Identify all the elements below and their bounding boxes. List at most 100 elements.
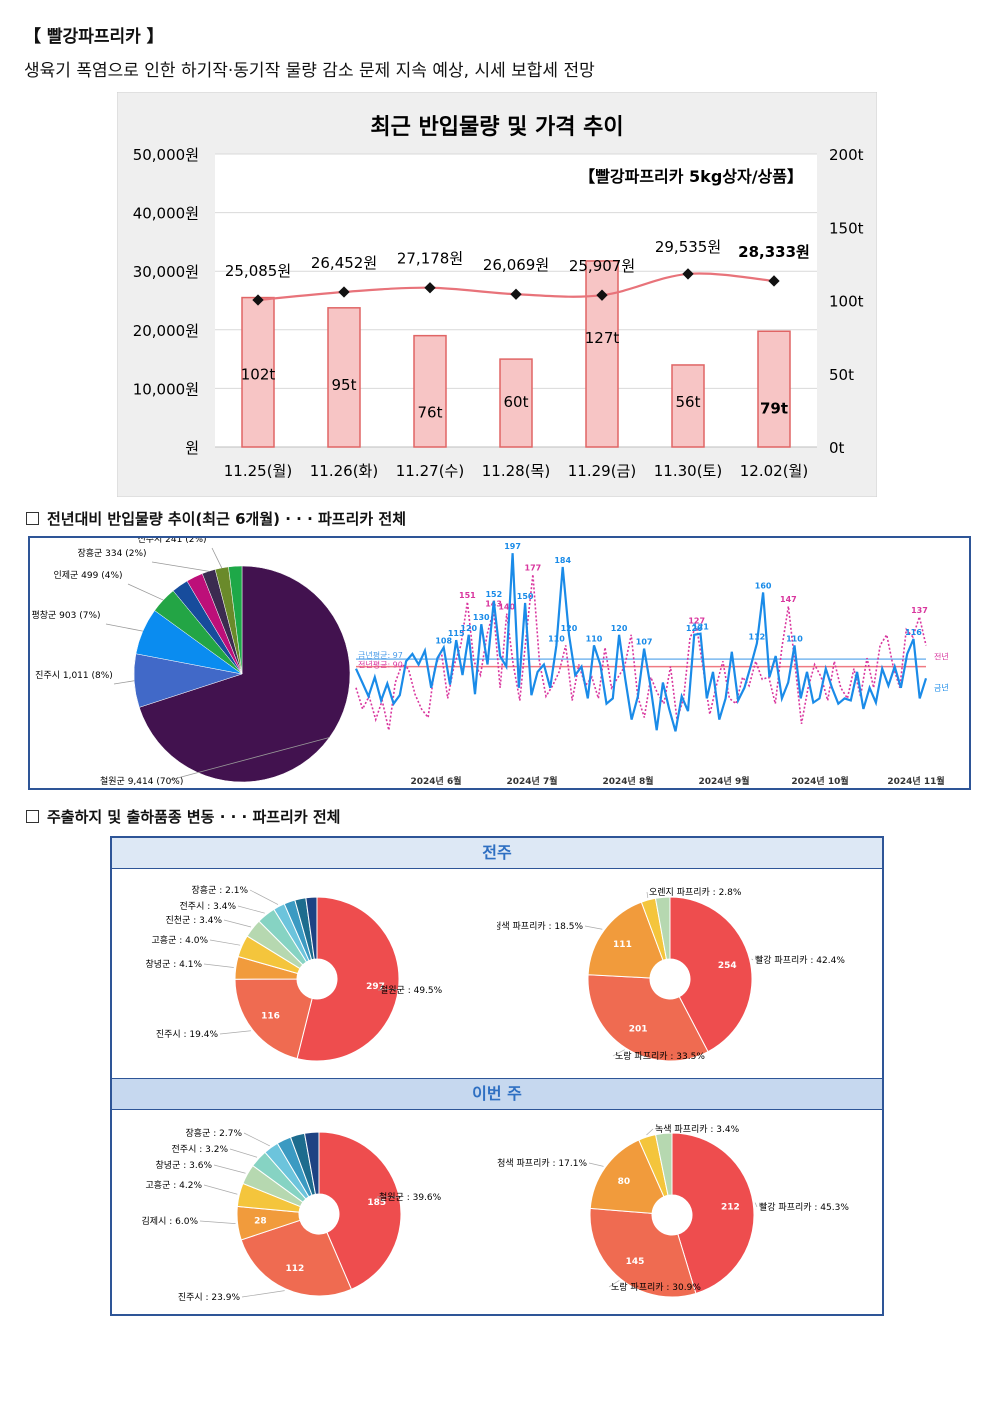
peak-value-label: 137 bbox=[911, 606, 928, 615]
left-tick-label: 40,000원 bbox=[133, 205, 199, 223]
donut-slice bbox=[669, 896, 753, 1053]
donut-slice-label: 오렌지 파프리카 : 2.8% bbox=[649, 887, 742, 898]
peak-value-label: 151 bbox=[459, 591, 476, 600]
price-data-label: 26,069원 bbox=[483, 256, 549, 274]
price-point bbox=[338, 286, 350, 298]
page-subtitle: 생육기 폭염으로 인한 하기작·동기작 물량 감소 문제 지속 예상, 시세 보… bbox=[24, 61, 595, 81]
volume-bar bbox=[241, 296, 275, 448]
donut-slice bbox=[305, 896, 318, 960]
pie-slice bbox=[228, 565, 243, 675]
peak-value-label: 107 bbox=[636, 638, 653, 647]
donut-slice-label: 철원군 : 39.6% bbox=[379, 1192, 442, 1203]
section-origin-label: 주출하지 및 출하품종 변동 · · · 파프리카 전체 bbox=[47, 808, 341, 826]
peak-value-label: 120 bbox=[686, 624, 703, 633]
pie-slice-label: 철원군 9,414 (70%) bbox=[100, 776, 183, 787]
donut-slice-value: 111 bbox=[613, 940, 632, 950]
volume-data-label: 76t bbox=[418, 404, 443, 422]
donut-leader-line bbox=[213, 1164, 246, 1174]
donut-leader-line bbox=[241, 1290, 285, 1298]
price-point bbox=[510, 288, 522, 300]
x-tick-label: 11.30(토) bbox=[654, 462, 722, 480]
donut-slice-label: 녹색 파프리카 : 3.4% bbox=[655, 1124, 740, 1135]
peak-value-label: 152 bbox=[485, 590, 502, 599]
price-data-label: 26,452원 bbox=[311, 254, 377, 272]
right-tick-label: 0t bbox=[829, 439, 845, 457]
legend-current-year: 금년 bbox=[934, 682, 949, 692]
donut-leader-line bbox=[237, 905, 265, 914]
pie-leader-line bbox=[127, 583, 164, 601]
prev-week-header: 전주 bbox=[112, 838, 882, 869]
volume-bar bbox=[413, 334, 447, 448]
donut-slice-label: 철원군 : 49.5% bbox=[380, 985, 443, 996]
peak-value-label: 116 bbox=[905, 628, 922, 637]
peak-value-label: 120 bbox=[561, 624, 578, 633]
donut-leader-line bbox=[249, 889, 279, 905]
this-week-header: 이번 주 bbox=[112, 1078, 882, 1110]
price-point bbox=[768, 275, 780, 287]
chart-subtitle: 【빨강파프리카 5kg상자/상품】 bbox=[579, 167, 803, 186]
left-tick-label: 30,000원 bbox=[133, 263, 199, 281]
donut-slice bbox=[240, 1219, 353, 1297]
pie-slice-label: 인제군 499 (4%) bbox=[53, 570, 122, 581]
peak-value-label: 115 bbox=[448, 629, 465, 638]
donut-slice-value: 145 bbox=[626, 1257, 645, 1267]
donut-leader-line bbox=[203, 1184, 238, 1195]
peak-value-label: 120 bbox=[460, 624, 477, 633]
right-tick-label: 100t bbox=[829, 293, 864, 311]
pie-slice-label: 진주시 1,011 (8%) bbox=[35, 670, 113, 681]
donut-slice-label: 창녕군 : 4.1% bbox=[146, 959, 203, 970]
price-volume-chart: 최근 반입물량 및 가격 추이 【빨강파프리카 5kg상자/상품】 원 10,000원… bbox=[117, 92, 877, 497]
donut-slice-label: 청색 파프리카 : 17.1% bbox=[497, 1158, 587, 1169]
donut-slice-label: 진주시 : 19.4% bbox=[156, 1029, 219, 1040]
section-trend-label: 전년대비 반입물량 추이(최근 6개월) · · · 파프리카 전체 bbox=[47, 510, 407, 528]
x-tick-label: 2024년 9월 bbox=[698, 775, 749, 786]
price-data-label: 29,535원 bbox=[655, 238, 721, 256]
volume-data-label: 60t bbox=[504, 393, 529, 411]
pie-leader-line bbox=[113, 680, 135, 685]
previous-average-label: 전년평균: 90 bbox=[358, 660, 403, 670]
donut-slice bbox=[587, 974, 709, 1062]
peak-value-label: 121 bbox=[692, 623, 709, 632]
donut-leader-line bbox=[243, 1132, 270, 1147]
x-tick-label: 11.25(월) bbox=[224, 462, 292, 480]
donut-leader-line bbox=[751, 958, 754, 961]
donut-leader-line bbox=[608, 1280, 620, 1288]
legend-previous-year: 전년 bbox=[934, 651, 949, 661]
section-trend-heading: 전년대비 반입물량 추이(최근 6개월) · · · 파프리카 전체 bbox=[26, 508, 406, 529]
donut-slice-label: 장흥군 : 2.1% bbox=[192, 884, 249, 896]
donut-slice bbox=[303, 1131, 320, 1195]
x-tick-label: 11.27(수) bbox=[396, 462, 464, 480]
x-tick-label: 2024년 6월 bbox=[410, 775, 461, 786]
donut-leader-line bbox=[199, 1220, 236, 1224]
donut-slice-label: 김제시 : 6.0% bbox=[142, 1215, 199, 1227]
donut-leader-line bbox=[754, 1202, 758, 1208]
donut-slice-label: 청색 파프리카 : 18.5% bbox=[497, 921, 583, 932]
peak-value-label: 110 bbox=[548, 634, 565, 643]
donut-leader-line bbox=[229, 1148, 258, 1158]
price-point bbox=[596, 289, 608, 301]
origin-panel: 전주 297 철원군 : 49.5% 116 진주시 : 19.4% 창녕군 : 4.1… bbox=[110, 836, 884, 1316]
price-point bbox=[424, 282, 436, 294]
donut-slice-value: 297 bbox=[366, 982, 385, 992]
donut-leader-line bbox=[646, 1128, 654, 1136]
peak-value-label: 177 bbox=[525, 563, 542, 572]
pie-leader-line bbox=[105, 623, 143, 632]
this-week-variety-donut: 212 빨강 파프리카 : 45.3% 145 노랑 파프리카 : 30.9% 80 청색… bbox=[497, 1124, 849, 1298]
donut-leader-line bbox=[223, 919, 252, 928]
chart-title: 최근 반입물량 및 가격 추이 bbox=[370, 115, 623, 140]
volume-data-label: 102t bbox=[241, 366, 276, 384]
peak-value-label: 110 bbox=[786, 634, 803, 643]
donut-slice-value: 112 bbox=[285, 1264, 304, 1274]
donut-slice-label: 장흥군 : 2.7% bbox=[186, 1127, 243, 1139]
price-point bbox=[682, 268, 694, 280]
donut-slice-label: 빨강 파프리카 : 45.3% bbox=[759, 1202, 849, 1213]
donut-leader-line bbox=[588, 1162, 604, 1167]
peak-value-label: 108 bbox=[435, 637, 452, 646]
peak-value-label: 197 bbox=[504, 542, 521, 551]
donut-slice bbox=[318, 1131, 402, 1290]
x-tick-label: 2024년 7월 bbox=[506, 775, 557, 786]
page-title: 【 빨강파프리카 】 bbox=[24, 27, 164, 47]
volume-data-label: 79t bbox=[760, 399, 788, 417]
